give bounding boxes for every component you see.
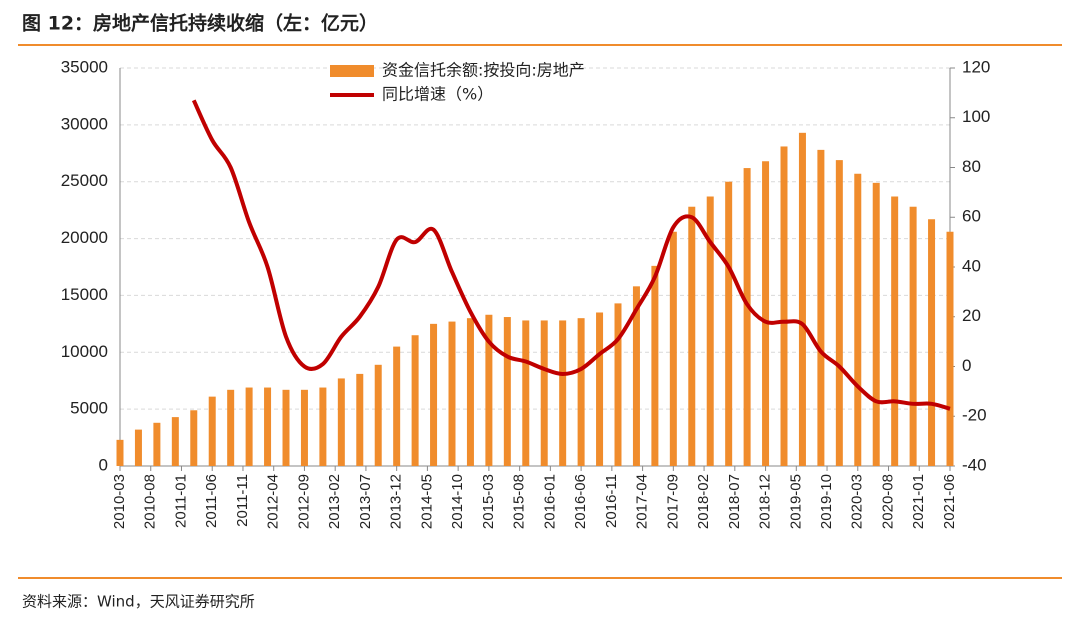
bar [559,320,567,466]
x-tick-label: 2018-02 [695,474,712,529]
y2-tick-label: 20 [962,306,981,325]
y2-tick-label: 100 [962,107,990,126]
y-tick-label: 10000 [61,342,108,361]
line [191,99,951,411]
bar [190,410,198,466]
x-tick-label: 2019-10 [818,474,835,529]
source: 资料来源：Wind，天风证券研究所 [22,593,255,611]
bar [337,378,345,466]
bar [522,320,530,466]
bar [134,429,142,466]
x-tick-label: 2014-10 [449,474,466,529]
bar [245,387,253,466]
bar [798,132,806,466]
x-tick-label: 2013-12 [388,474,405,529]
bar [725,181,733,466]
legend-label: 同比增速（%） [382,85,493,104]
chart-title: 图 12：房地产信托持续收缩（左：亿元） [22,12,378,35]
x-tick-label: 2021-01 [910,474,927,529]
bar [227,389,235,466]
bar [946,231,954,466]
x-tick-label: 2016-11 [603,474,620,528]
bar [762,161,770,466]
x-tick-label: 2010-03 [111,474,128,529]
x-tick-label: 2018-12 [757,474,774,529]
bar [596,312,604,466]
x-tick-label: 2015-03 [480,474,497,529]
y-tick-label: 15000 [61,285,108,304]
bar [153,422,161,466]
y-tick-label: 35000 [61,57,108,76]
bar [356,373,364,466]
y-tick-label: 5000 [70,399,108,418]
bar [817,149,825,467]
bar [411,335,419,466]
x-tick-label: 2010-08 [142,474,159,529]
bar [466,318,474,466]
bar [448,321,456,466]
x-tick-label: 2019-05 [787,474,804,529]
x-tick-label: 2011-06 [203,474,220,528]
bar [614,303,622,466]
bar [540,320,548,466]
y-tick-label: 0 [99,455,108,474]
x-tick-label: 2021-06 [941,474,958,529]
bar [835,160,843,466]
y2-tick-label: -20 [962,406,987,425]
bar [374,364,382,466]
bar [891,196,899,467]
bar [669,231,677,466]
bar [393,346,401,466]
y-tick-label: 30000 [61,114,108,133]
bar [485,314,493,466]
y-tick-label: 25000 [61,171,108,190]
legend-label: 资金信托余额:按投向:房地产 [382,61,585,80]
bar [503,317,511,466]
bar [688,206,696,466]
bar [300,389,308,466]
y2-tick-label: 60 [962,207,981,226]
x-tick-label: 2015-08 [511,474,528,529]
bar [854,173,862,467]
y2-tick-label: 120 [962,57,990,76]
x-tick-label: 2011-11 [234,474,251,527]
legend-swatch [330,65,374,77]
y2-tick-label: 40 [962,256,981,275]
x-tick-label: 2013-02 [326,474,343,529]
bar [743,168,751,466]
x-tick-label: 2017-09 [664,474,681,529]
bar [632,286,640,466]
x-tick-label: 2017-04 [634,474,651,529]
bar [909,206,917,466]
y-tick-label: 20000 [61,228,108,247]
bar [171,417,179,466]
x-tick-label: 2020-08 [879,474,896,529]
bar [264,387,272,466]
x-tick-label: 2012-04 [265,474,282,529]
x-tick-label: 2016-01 [541,474,558,529]
bar [282,389,290,466]
bar [872,182,880,466]
bar [116,439,124,466]
x-tick-label: 2011-01 [172,474,189,528]
bar [319,387,327,466]
bar [706,196,714,467]
y2-tick-label: 80 [962,157,981,176]
y2-tick-label: 0 [962,356,971,375]
x-tick-label: 2012-09 [295,474,312,529]
x-tick-label: 2013-07 [357,474,374,529]
bar [430,323,438,466]
bar [208,396,216,466]
bar [577,318,585,466]
bar [651,265,659,466]
x-tick-label: 2020-03 [849,474,866,529]
bar [780,146,788,466]
x-tick-label: 2014-05 [418,474,435,529]
x-tick-label: 2018-07 [726,474,743,529]
bar [928,219,936,466]
x-tick-label: 2016-06 [572,474,589,529]
y2-tick-label: -40 [962,455,987,474]
